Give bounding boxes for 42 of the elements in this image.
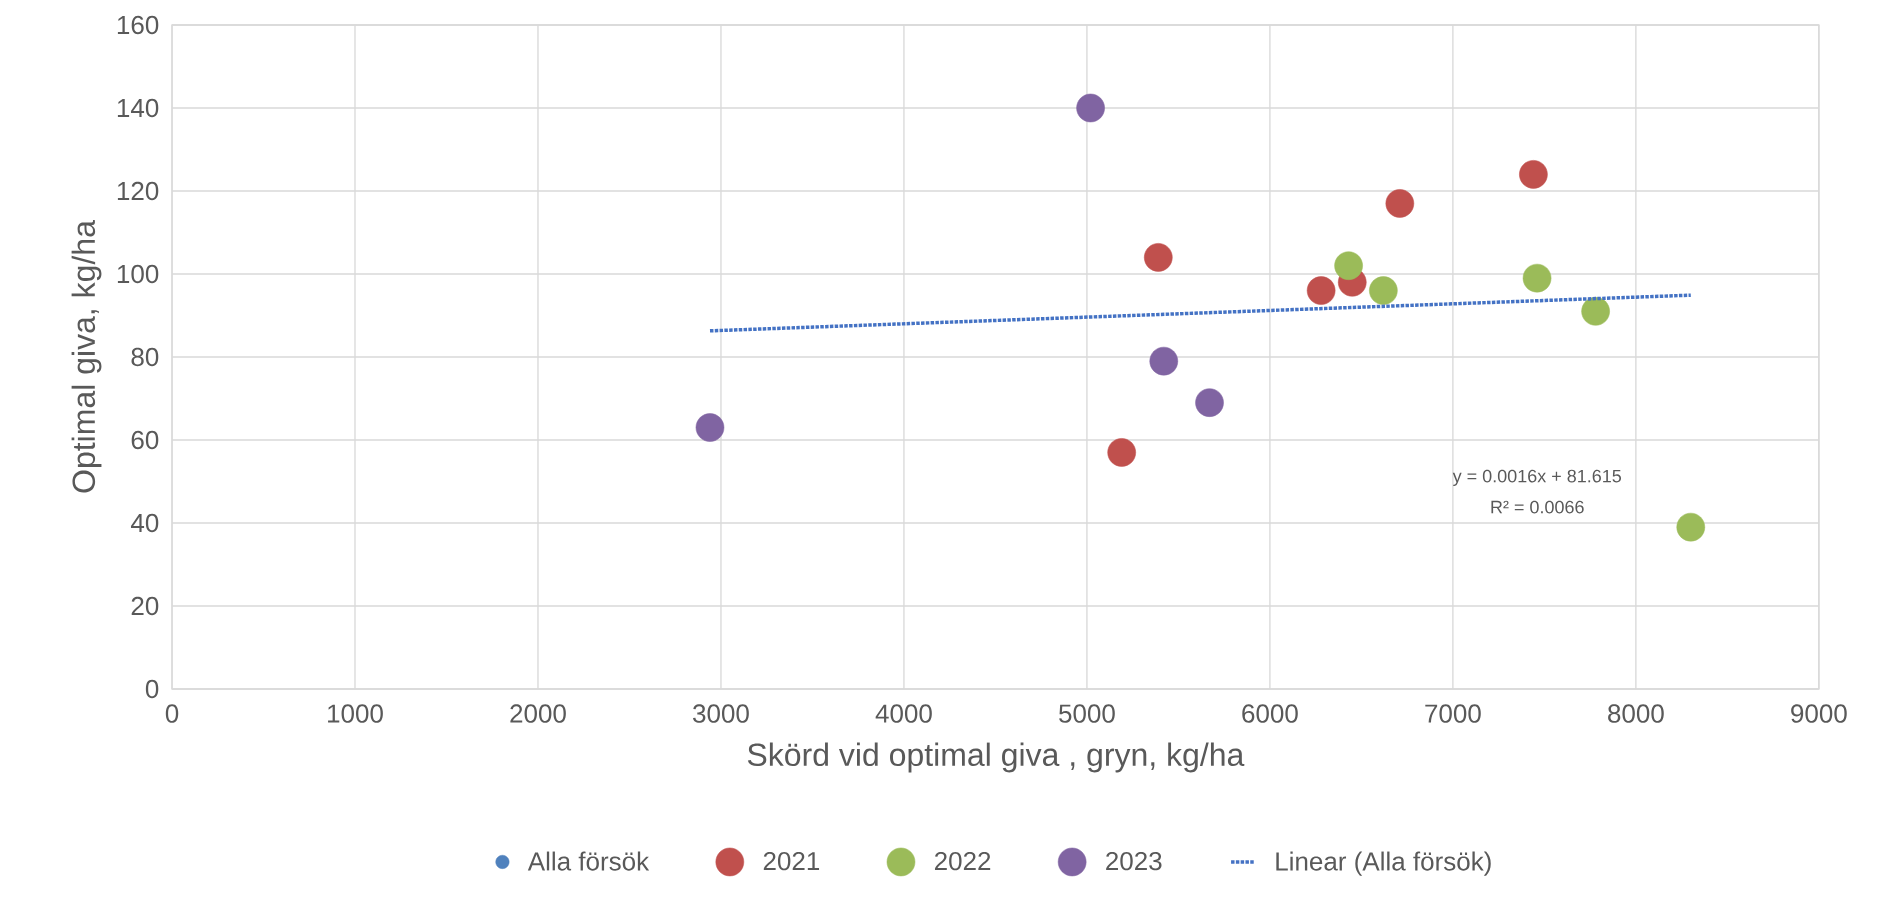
x-tick-label: 1000 <box>328 704 383 723</box>
x-tick-label: 7000 <box>1425 704 1481 723</box>
point <box>1107 438 1136 467</box>
y-tick-label: 40 <box>130 513 159 533</box>
point <box>1076 93 1105 123</box>
annotation: R² = 0.0066 <box>1491 500 1584 514</box>
legend-label: 2022 <box>934 851 991 871</box>
y-tick-label: 160 <box>117 15 159 35</box>
x-tick-label: 8000 <box>1608 704 1664 723</box>
x-tick-label: 3000 <box>693 704 749 723</box>
x-tick-label: 0 <box>165 704 179 723</box>
point <box>1334 251 1363 280</box>
x-tick-label: 5000 <box>1059 704 1115 723</box>
point <box>1149 346 1179 376</box>
x-tick-label: 9000 <box>1791 704 1847 723</box>
point <box>1144 243 1173 272</box>
x-tick-label: 4000 <box>875 704 932 723</box>
legend-label: Linear (Alla försök) <box>1276 851 1491 876</box>
x-tick-label: 2000 <box>510 704 566 723</box>
legend-label: 2021 <box>763 851 820 871</box>
y-tick-label: 60 <box>131 430 159 450</box>
point <box>1369 276 1398 305</box>
x-tick-label: 6000 <box>1242 704 1298 723</box>
y-tick-label: 100 <box>117 264 159 284</box>
y-tick-label: 140 <box>117 98 159 118</box>
y-tick-label: 120 <box>117 181 159 201</box>
point <box>1385 189 1415 218</box>
point <box>1522 263 1552 293</box>
legend-label: Alla försök <box>527 851 650 871</box>
legend-label: 2023 <box>1106 851 1162 871</box>
y-tick-label: 20 <box>131 596 159 616</box>
y-tick-label: 0 <box>145 679 159 699</box>
x-axis-title: Skörd vid optimal giva , gryn, kg/ha <box>747 742 1245 773</box>
point <box>695 413 725 442</box>
y-tick-label: 80 <box>131 347 159 367</box>
point <box>1195 388 1224 417</box>
y-axis-title: Optimal giva, kg/ha <box>71 220 102 493</box>
annotation: y = 0.0016x + 81.615 <box>1452 469 1622 486</box>
point <box>1676 512 1706 542</box>
point <box>1306 276 1336 305</box>
point <box>1581 297 1610 326</box>
point <box>1519 160 1548 189</box>
